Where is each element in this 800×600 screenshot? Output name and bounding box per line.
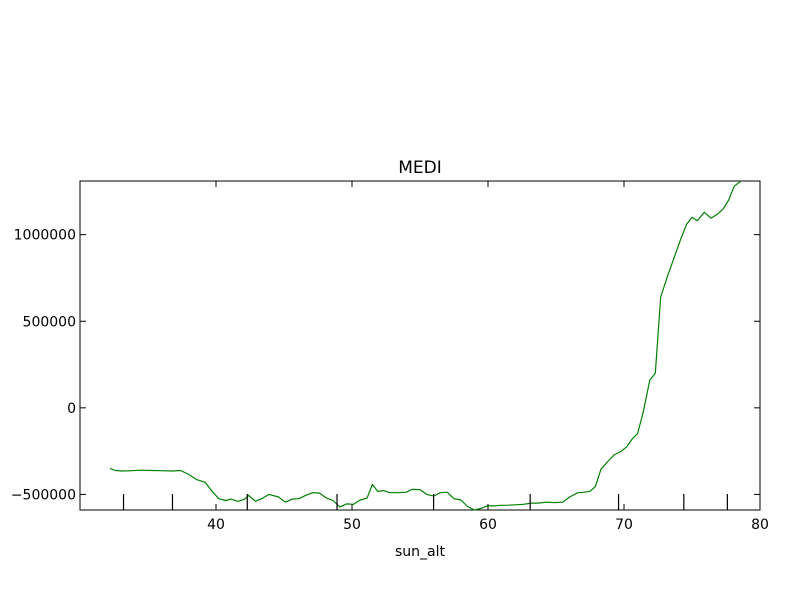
x-axis: 40 50 60 70 80 bbox=[207, 181, 769, 533]
plot-marks bbox=[109, 180, 742, 511]
chart-title: MEDI bbox=[398, 158, 442, 178]
x-tick-label: 50 bbox=[343, 517, 361, 533]
x-axis-label: sun_alt bbox=[395, 544, 446, 560]
y-tick-label: −500000 bbox=[11, 487, 76, 503]
x-tick-label: 70 bbox=[615, 517, 633, 533]
x-tick-label: 80 bbox=[751, 517, 769, 533]
y-tick-label: 1000000 bbox=[14, 228, 76, 244]
y-tick-label: 0 bbox=[67, 401, 76, 417]
x-tick-label: 60 bbox=[479, 517, 497, 533]
y-tick-label: 500000 bbox=[23, 314, 76, 330]
x-tick-label: 40 bbox=[207, 517, 225, 533]
series-line-0 bbox=[109, 180, 742, 511]
y-axis: −500000 0 500000 1000000 bbox=[11, 228, 760, 503]
plot-frame bbox=[79, 180, 761, 511]
